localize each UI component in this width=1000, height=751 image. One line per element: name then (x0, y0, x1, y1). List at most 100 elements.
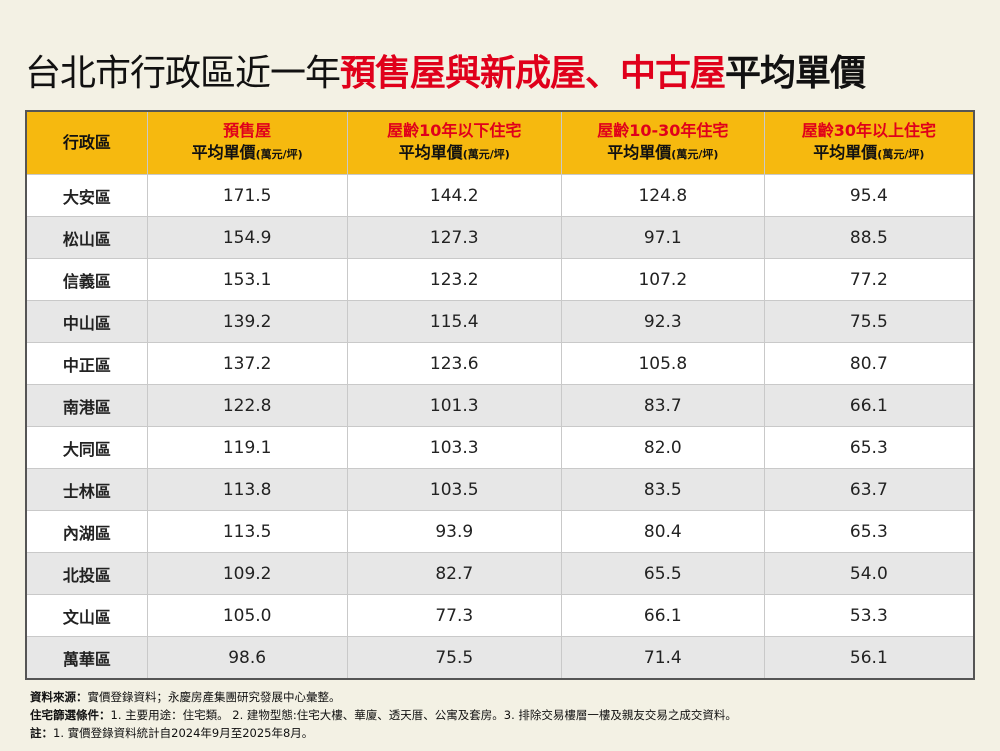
value-cell: 65.5 (560, 552, 765, 595)
district-cell: 南港區 (25, 384, 148, 427)
header-highlight: 屋齡10-30年住宅 (597, 121, 729, 140)
table-row: 士林區 113.8 103.5 83.5 63.7 (25, 468, 975, 511)
value-cell: 144.2 (346, 174, 562, 217)
title-red: 預售屋與新成屋、中古屋 (340, 53, 726, 94)
value-cell: 82.0 (560, 426, 765, 469)
value-cell: 54.0 (763, 552, 975, 595)
value-cell: 123.2 (346, 258, 562, 301)
header-main: 平均單價 (813, 143, 878, 162)
value-cell: 115.4 (346, 300, 562, 343)
value-cell: 97.1 (560, 216, 765, 259)
value-cell: 107.2 (560, 258, 765, 301)
value-cell: 83.5 (560, 468, 765, 511)
value-cell: 71.4 (560, 636, 765, 680)
header-unit: (萬元/坪) (255, 148, 303, 161)
note-line: 住宅篩選條件：1. 主要用途：住宅類。 2. 建物型態:住宅大樓、華廈、透天厝、… (30, 706, 737, 724)
header-cell: 預售屋平均單價(萬元/坪) (146, 110, 348, 175)
table-row: 松山區 154.9 127.3 97.1 88.5 (25, 216, 975, 259)
value-cell: 75.5 (763, 300, 975, 343)
note-line: 資料來源：實價登錄資料；永慶房產集團研究發展中心彙整。 (30, 688, 737, 706)
value-cell: 137.2 (146, 342, 348, 385)
header-cell: 屋齡30年以上住宅平均單價(萬元/坪) (763, 110, 975, 175)
value-cell: 98.6 (146, 636, 348, 680)
header-unit: (萬元/坪) (877, 148, 925, 161)
value-cell: 105.8 (560, 342, 765, 385)
note-text: 1. 主要用途：住宅類。 2. 建物型態:住宅大樓、華廈、透天厝、公寓及套房。3… (110, 708, 737, 722)
value-cell: 113.8 (146, 468, 348, 511)
district-cell: 大安區 (25, 174, 148, 217)
header-main: 平均單價 (398, 143, 463, 162)
value-cell: 53.3 (763, 594, 975, 637)
value-cell: 127.3 (346, 216, 562, 259)
table-row: 北投區 109.2 82.7 65.5 54.0 (25, 552, 975, 595)
value-cell: 56.1 (763, 636, 975, 680)
value-cell: 65.3 (763, 426, 975, 469)
note-text: 實價登錄資料；永慶房產集團研究發展中心彙整。 (87, 690, 341, 704)
value-cell: 101.3 (346, 384, 562, 427)
district-cell: 信義區 (25, 258, 148, 301)
value-cell: 66.1 (560, 594, 765, 637)
value-cell: 124.8 (560, 174, 765, 217)
table-row: 大同區 119.1 103.3 82.0 65.3 (25, 426, 975, 469)
note-label: 住宅篩選條件： (30, 708, 111, 722)
header-highlight: 屋齡30年以上住宅 (801, 121, 936, 140)
value-cell: 77.2 (763, 258, 975, 301)
header-highlight: 屋齡10年以下住宅 (387, 121, 522, 140)
title-bold: 平均單價 (725, 53, 866, 94)
value-cell: 153.1 (146, 258, 348, 301)
value-cell: 95.4 (763, 174, 975, 217)
district-cell: 中正區 (25, 342, 148, 385)
table-row: 大安區 171.5 144.2 124.8 95.4 (25, 174, 975, 217)
table-row: 中正區 137.2 123.6 105.8 80.7 (25, 342, 975, 385)
header-main: 平均單價 (607, 143, 672, 162)
header-highlight: 預售屋 (223, 121, 272, 140)
header-unit: (萬元/坪) (671, 148, 719, 161)
note-label: 資料來源： (30, 690, 88, 704)
value-cell: 65.3 (763, 510, 975, 553)
header-cell: 屋齡10年以下住宅平均單價(萬元/坪) (346, 110, 562, 175)
header-cell: 屋齡10-30年住宅平均單價(萬元/坪) (560, 110, 765, 175)
table-row: 文山區 105.0 77.3 66.1 53.3 (25, 594, 975, 637)
value-cell: 123.6 (346, 342, 562, 385)
value-cell: 92.3 (560, 300, 765, 343)
value-cell: 139.2 (146, 300, 348, 343)
title-plain: 台北市行政區近一年 (25, 53, 341, 94)
value-cell: 154.9 (146, 216, 348, 259)
value-cell: 82.7 (346, 552, 562, 595)
header-cell: 行政區 (25, 110, 148, 175)
note-label: 註： (30, 726, 53, 740)
district-cell: 北投區 (25, 552, 148, 595)
table-row: 內湖區 113.5 93.9 80.4 65.3 (25, 510, 975, 553)
district-cell: 大同區 (25, 426, 148, 469)
title: 台北市行政區近一年預售屋與新成屋、中古屋平均單價 (25, 44, 975, 96)
value-cell: 66.1 (763, 384, 975, 427)
value-cell: 122.8 (146, 384, 348, 427)
value-cell: 105.0 (146, 594, 348, 637)
header-unit: (萬元/坪) (462, 148, 510, 161)
value-cell: 83.7 (560, 384, 765, 427)
value-cell: 113.5 (146, 510, 348, 553)
table-row: 南港區 122.8 101.3 83.7 66.1 (25, 384, 975, 427)
value-cell: 93.9 (346, 510, 562, 553)
district-cell: 中山區 (25, 300, 148, 343)
header-main: 平均單價 (191, 143, 256, 162)
value-cell: 75.5 (346, 636, 562, 680)
district-cell: 士林區 (25, 468, 148, 511)
value-cell: 80.7 (763, 342, 975, 385)
table-row: 中山區 139.2 115.4 92.3 75.5 (25, 300, 975, 343)
table-row: 信義區 153.1 123.2 107.2 77.2 (25, 258, 975, 301)
district-cell: 文山區 (25, 594, 148, 637)
table-body: 大安區 171.5 144.2 124.8 95.4 松山區 154.9 127.3 97.1 8… (25, 174, 975, 680)
note-line: 註：1. 實價登錄資料統計自2024年9月至2025年8月。 (30, 724, 737, 742)
district-cell: 松山區 (25, 216, 148, 259)
district-cell: 萬華區 (25, 636, 148, 680)
value-cell: 119.1 (146, 426, 348, 469)
value-cell: 88.5 (763, 216, 975, 259)
table-row: 萬華區 98.6 75.5 71.4 56.1 (25, 636, 975, 680)
value-cell: 63.7 (763, 468, 975, 511)
value-cell: 171.5 (146, 174, 348, 217)
district-cell: 內湖區 (25, 510, 148, 553)
note-text: 1. 實價登錄資料統計自2024年9月至2025年8月。 (53, 726, 314, 740)
value-cell: 103.3 (346, 426, 562, 469)
notes: 資料來源：實價登錄資料；永慶房產集團研究發展中心彙整。 住宅篩選條件：1. 主要用… (30, 688, 737, 742)
